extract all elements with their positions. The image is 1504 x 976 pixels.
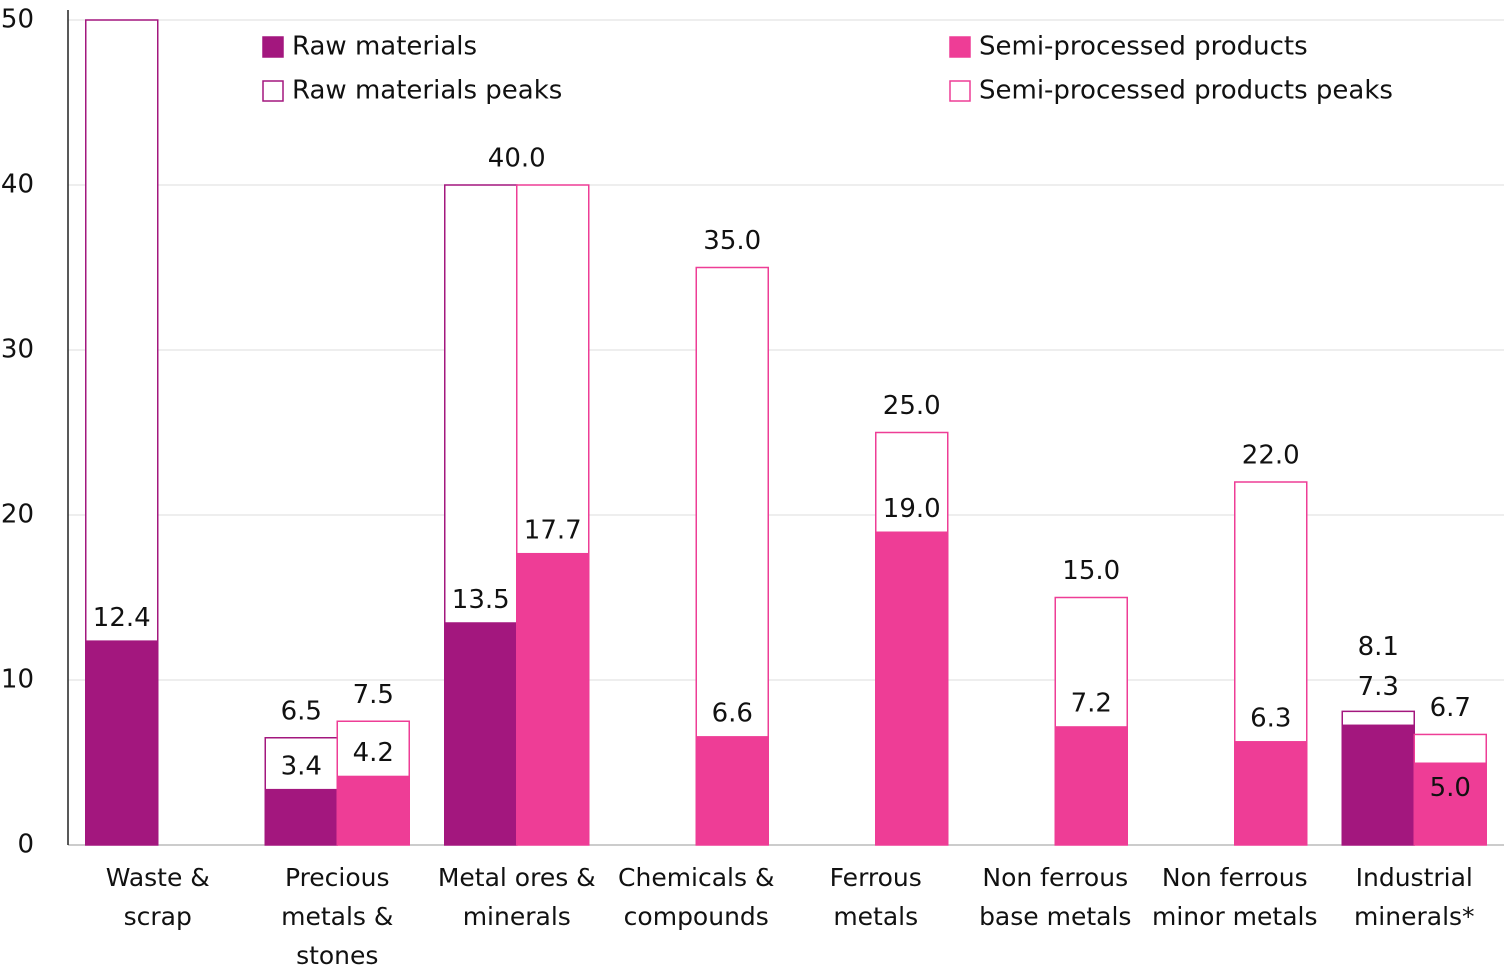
peak-label: 6.7 xyxy=(1430,693,1471,723)
bar xyxy=(444,622,517,845)
value-label: 6.6 xyxy=(712,699,753,729)
peak-label: 7.5 xyxy=(353,680,394,710)
bar xyxy=(265,788,338,845)
peak-label: 40.0 xyxy=(488,144,546,174)
value-label: 17.7 xyxy=(524,515,582,545)
peak-label: 6.5 xyxy=(281,696,322,726)
peak-label: 25.0 xyxy=(883,391,941,421)
value-label: 6.3 xyxy=(1250,704,1291,734)
bar xyxy=(337,775,410,845)
value-label: 4.2 xyxy=(353,738,394,768)
peak-label: 35.0 xyxy=(703,226,761,256)
value-label: 7.3 xyxy=(1358,672,1399,702)
x-tick-label: Non ferrous base metals xyxy=(979,863,1132,931)
value-label: 13.5 xyxy=(452,585,510,615)
value-label: 19.0 xyxy=(883,494,941,524)
legend-label: Raw materials xyxy=(292,32,477,62)
legend-label: Semi-processed products xyxy=(979,32,1308,62)
bar xyxy=(696,736,769,845)
x-tick-label: Industrial minerals* xyxy=(1353,863,1475,931)
x-tick-label: Waste & scrap xyxy=(105,863,210,931)
y-tick-label: 50 xyxy=(1,5,34,35)
bar xyxy=(85,640,158,845)
legend-swatch xyxy=(949,80,971,102)
x-tick-label: Chemicals & compounds xyxy=(618,863,775,931)
legend-swatch xyxy=(262,36,284,58)
legend-label: Semi-processed products peaks xyxy=(979,76,1393,106)
legend-swatch xyxy=(262,80,284,102)
legend-label: Raw materials peaks xyxy=(292,76,562,106)
legend-swatch xyxy=(949,36,971,58)
y-tick-label: 30 xyxy=(1,335,34,365)
value-label: 7.2 xyxy=(1071,689,1112,719)
bar xyxy=(1055,726,1128,845)
y-tick-label: 40 xyxy=(1,170,34,200)
bar xyxy=(1234,741,1307,845)
y-tick-label: 0 xyxy=(17,830,34,860)
value-label: 3.4 xyxy=(281,751,322,781)
y-tick-label: 10 xyxy=(1,665,34,695)
bar xyxy=(1342,724,1415,845)
y-tick-label: 20 xyxy=(1,500,34,530)
value-label: 5.0 xyxy=(1430,773,1471,803)
x-tick-label: Precious metals & stones xyxy=(281,863,394,970)
bar xyxy=(516,552,589,845)
bar xyxy=(875,531,948,845)
bar xyxy=(1414,762,1487,845)
peak-label: 8.1 xyxy=(1358,632,1399,662)
x-tick-label: Ferrous metals xyxy=(829,863,922,931)
x-tick-label: Non ferrous minor metals xyxy=(1152,863,1318,931)
peak-label: 22.0 xyxy=(1242,441,1300,471)
peak-label: 15.0 xyxy=(1062,556,1120,586)
value-label: 12.4 xyxy=(93,603,151,633)
x-tick-label: Metal ores & minerals xyxy=(437,863,596,931)
